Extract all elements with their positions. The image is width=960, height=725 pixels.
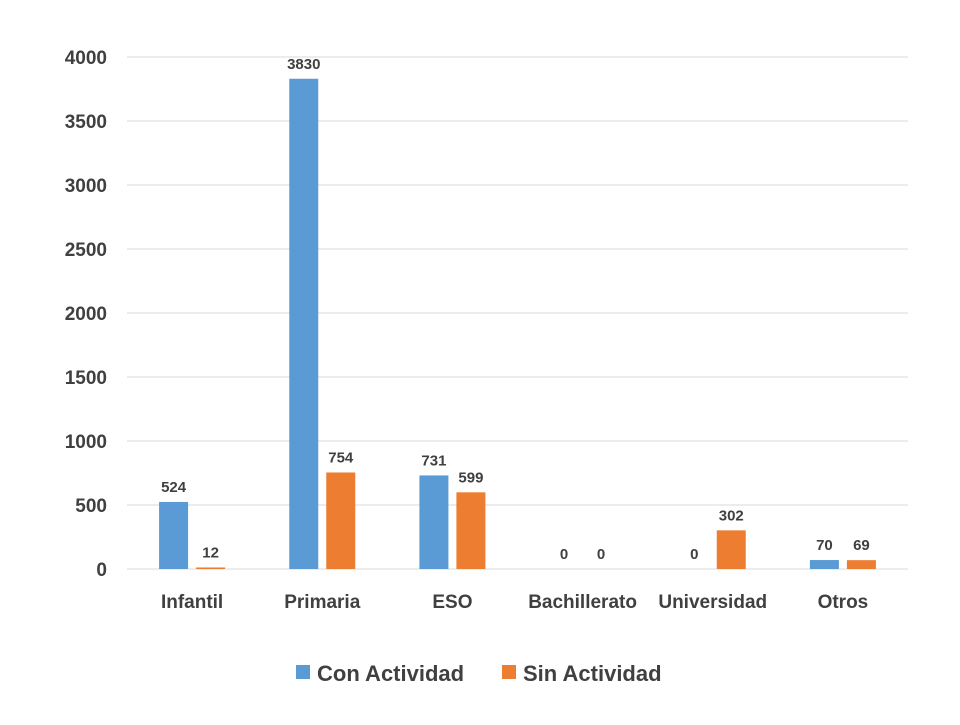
bar (846, 560, 876, 569)
data-label: 599 (458, 469, 483, 486)
data-label: 302 (719, 507, 744, 524)
bar (809, 560, 839, 569)
x-category-label: Universidad (658, 592, 767, 613)
x-category-label: ESO (432, 592, 472, 613)
y-tick-label: 0 (96, 560, 107, 581)
bar (326, 472, 356, 569)
y-tick-label: 2500 (65, 240, 107, 261)
y-tick-label: 2000 (65, 304, 107, 325)
data-label: 731 (421, 452, 446, 469)
data-label: 3830 (287, 56, 320, 73)
data-label: 69 (853, 537, 870, 554)
legend-swatch (502, 665, 516, 679)
legend: Con Actividad Sin Actividad (296, 661, 662, 686)
y-tick-label: 3500 (65, 112, 107, 133)
data-label: 70 (816, 537, 833, 554)
x-category-label: Primaria (284, 592, 360, 613)
legend-label: Sin Actividad (523, 661, 662, 686)
bar (159, 501, 189, 569)
bar (289, 78, 319, 569)
legend-label: Con Actividad (317, 661, 464, 686)
y-tick-label: 1000 (65, 432, 107, 453)
x-category-label: Infantil (161, 592, 223, 613)
y-tick-label: 4000 (65, 48, 107, 69)
bar (716, 530, 746, 569)
x-category-label: Otros (818, 592, 869, 613)
data-label: 0 (597, 546, 605, 563)
bars (159, 78, 876, 569)
legend-swatch (296, 665, 310, 679)
x-axis-category-labels: Infantil Primaria ESO Bachillerato Universid… (161, 592, 868, 613)
data-labels: 524 12 3830 754 731 599 0 0 0 302 70 69 (161, 56, 870, 563)
y-tick-label: 1500 (65, 368, 107, 389)
y-tick-label: 500 (75, 496, 107, 517)
y-tick-label: 3000 (65, 176, 107, 197)
x-category-label: Bachillerato (528, 592, 637, 613)
gridlines (127, 56, 908, 570)
bar (196, 567, 226, 569)
data-label: 12 (202, 544, 219, 561)
data-label: 0 (690, 546, 698, 563)
data-label: 524 (161, 479, 187, 496)
y-axis-tick-labels: 0 500 1000 1500 2000 2500 3000 3500 4000 (65, 48, 107, 581)
data-label: 754 (328, 449, 354, 466)
data-label: 0 (560, 546, 568, 563)
bar (456, 492, 486, 569)
bar (419, 475, 449, 569)
